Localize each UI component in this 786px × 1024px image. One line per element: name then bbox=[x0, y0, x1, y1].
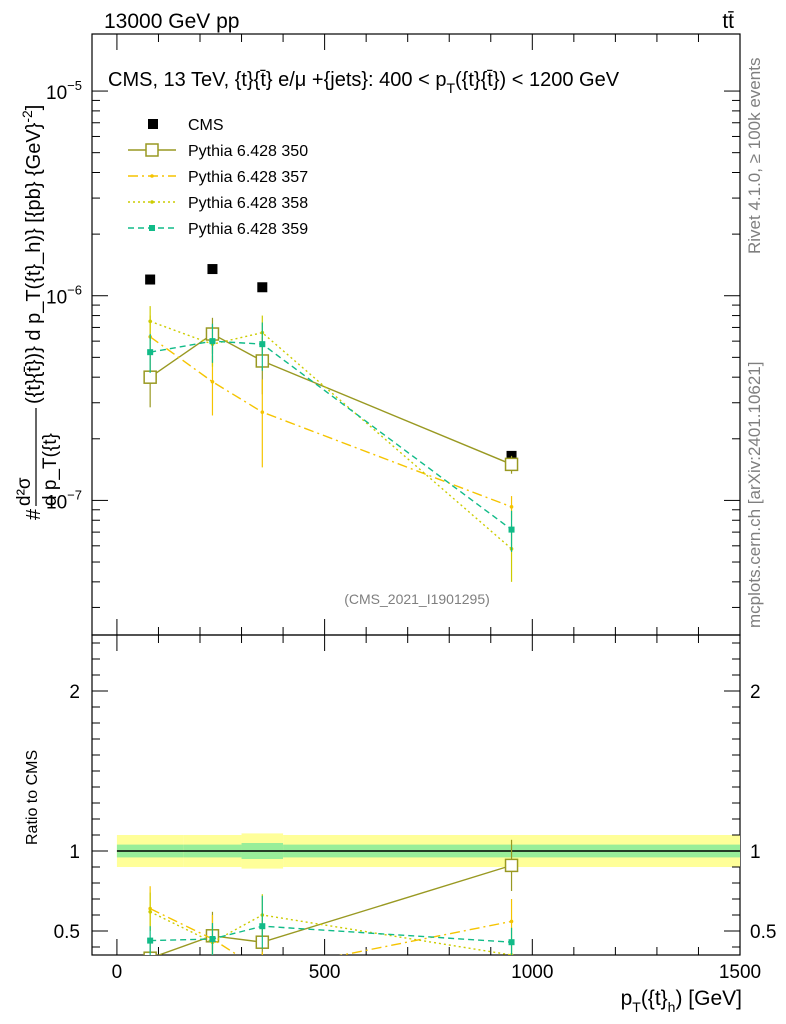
legend: CMS Pythia 6.428 350 Pythia 6.428 357 Pythi… bbox=[128, 117, 308, 238]
svg-text:({t}{t̄})} d p_T({t}_h)} [{pb}: ({t}{t̄})} d p_T({t}_h)} [{pb} {GeV}-2] bbox=[19, 105, 45, 404]
series-marker bbox=[148, 319, 152, 324]
svg-text:d²σ: d²σ bbox=[14, 477, 35, 506]
cms-data-point bbox=[257, 282, 268, 293]
ratio-uncertainty-band bbox=[116, 833, 740, 869]
rivet-version-label: Rivet 4.1.0, ≥ 100k events bbox=[745, 58, 764, 254]
main-series-layer bbox=[143, 264, 519, 582]
ratio-y-tick-label-left: 0.5 bbox=[54, 922, 80, 943]
series-marker bbox=[260, 410, 265, 414]
mcplots-credit-label: mcplots.cern.ch [arXiv:2401.10621] bbox=[745, 362, 764, 628]
legend-marker bbox=[145, 143, 159, 157]
y-tick-label: 10−7 bbox=[46, 487, 82, 513]
ratio-y-tick-label-left: 2 bbox=[69, 682, 80, 703]
ratio-y-tick-label-left: 1 bbox=[69, 842, 80, 863]
svg-text:#: # bbox=[23, 508, 45, 520]
x-tick-label: 500 bbox=[309, 962, 341, 983]
ratio-y-tick-label-right: 0.5 bbox=[750, 922, 776, 943]
legend-cms-marker bbox=[148, 119, 158, 129]
ratio-y-axis-label: Ratio to CMS bbox=[24, 750, 41, 845]
main-y-axis-label: # d²σ d p_T({t} ({t}{t̄})} d p_T({t}_h)}… bbox=[14, 105, 61, 520]
header-process-label: tt̄ bbox=[722, 10, 734, 33]
ratio-marker bbox=[504, 858, 519, 873]
series-line bbox=[149, 333, 512, 466]
ratio-axis-ticks bbox=[92, 635, 741, 955]
series-line bbox=[149, 320, 512, 550]
cms-data-point bbox=[207, 264, 218, 275]
legend-label: Pythia 6.428 358 bbox=[188, 195, 308, 212]
ratio-series-layer bbox=[143, 839, 519, 973]
series-marker bbox=[147, 349, 154, 356]
ratio-series-line bbox=[149, 907, 512, 955]
ratio-tick-labels: 0.5 0.5 1 1 2 2 0 500 1000 1500 bbox=[54, 682, 777, 983]
legend-marker bbox=[150, 174, 154, 178]
ratio-marker bbox=[509, 919, 514, 924]
ratio-series-line bbox=[156, 864, 512, 955]
series-marker bbox=[504, 457, 519, 472]
legend-marker bbox=[150, 200, 154, 204]
analysis-id-label: (CMS_2021_I1901295) bbox=[344, 591, 490, 607]
main-y-tick-labels: 10−7 10−6 10−5 bbox=[46, 78, 82, 513]
legend-marker bbox=[149, 225, 155, 231]
series-line bbox=[150, 340, 512, 531]
ratio-marker bbox=[508, 939, 515, 946]
legend-label: Pythia 6.428 359 bbox=[188, 221, 308, 238]
x-tick-label: 1500 bbox=[719, 962, 761, 983]
main-axis-ticks bbox=[92, 34, 741, 635]
series-marker bbox=[210, 379, 215, 384]
ratio-marker bbox=[147, 937, 154, 944]
ratio-marker bbox=[209, 936, 216, 942]
series-marker bbox=[143, 370, 157, 384]
legend-label: Pythia 6.428 357 bbox=[188, 169, 308, 186]
ratio-series-line bbox=[150, 925, 512, 943]
y-tick-label: 10−5 bbox=[46, 78, 82, 104]
ratio-marker bbox=[261, 969, 265, 973]
series-line bbox=[149, 336, 512, 508]
series-marker bbox=[508, 526, 515, 533]
series-marker bbox=[209, 338, 216, 345]
y-tick-label: 10−6 bbox=[46, 283, 82, 309]
x-tick-label: 1000 bbox=[511, 962, 553, 983]
series-marker bbox=[259, 341, 266, 348]
ratio-marker bbox=[259, 923, 266, 930]
svg-text:d p_T({t}: d p_T({t} bbox=[40, 433, 61, 506]
ratio-y-tick-label-right: 2 bbox=[750, 682, 761, 703]
ratio-series-clipped bbox=[143, 839, 519, 973]
legend-label: Pythia 6.428 350 bbox=[188, 143, 308, 160]
cms-data-point bbox=[145, 274, 156, 285]
series-marker bbox=[509, 505, 514, 509]
ratio-series-line bbox=[149, 911, 512, 955]
ratio-marker bbox=[148, 910, 152, 914]
plot-title: CMS, 13 TeV, {t}{t̄} e/μ +{jets}: 400 < … bbox=[108, 69, 620, 96]
x-tick-label: 0 bbox=[112, 962, 123, 983]
ratio-plot-frame bbox=[91, 634, 741, 956]
x-axis-label: pT({t}h) [GeV] bbox=[621, 987, 742, 1015]
ratio-y-tick-label-right: 1 bbox=[750, 842, 761, 863]
header-energy-label: 13000 GeV pp bbox=[104, 10, 239, 33]
legend-label: CMS bbox=[188, 117, 224, 134]
